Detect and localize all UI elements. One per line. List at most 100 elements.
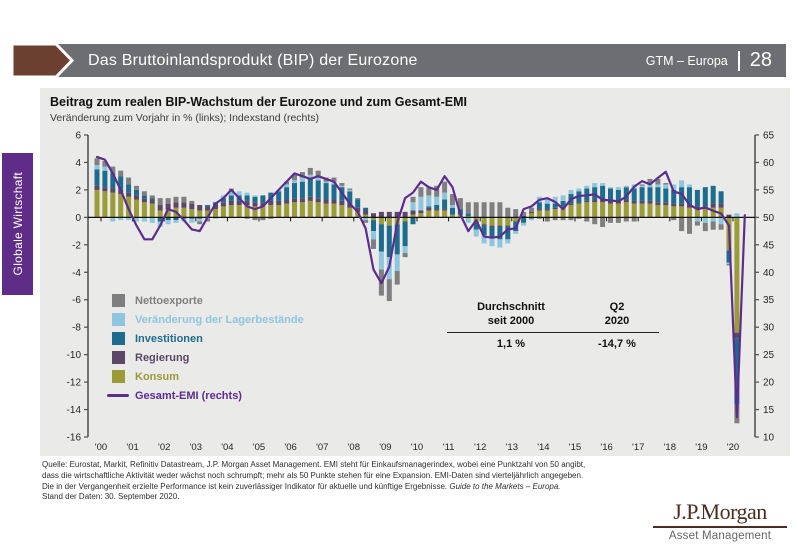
bar-segment (623, 187, 629, 200)
bar-segment (552, 207, 558, 210)
bar-segment (418, 187, 424, 197)
bar-segment (268, 205, 274, 218)
bar-segment (615, 217, 621, 223)
right-axis-tick-label: 45 (763, 240, 775, 251)
bar-segment (220, 198, 226, 203)
bar-segment (213, 217, 218, 219)
bar-segment (339, 185, 345, 188)
bar-segment (694, 221, 700, 226)
bar-segment (205, 210, 211, 218)
bar-segment (276, 191, 282, 201)
bar-segment (94, 189, 100, 218)
bar-segment (260, 202, 266, 207)
bar-segment (355, 198, 361, 200)
bar-segment (426, 207, 432, 211)
bar-segment (236, 205, 242, 218)
page-title: Das Bruttoinlandsprodukt (BIP) der Euroz… (88, 51, 418, 69)
bar-segment (228, 205, 234, 218)
bar-segment (473, 229, 479, 237)
bar-segment (410, 202, 416, 211)
bar-segment (529, 217, 534, 219)
bar-segment (710, 203, 716, 208)
bar-segment (481, 202, 487, 218)
konsum-swatch-icon (112, 370, 125, 383)
header-bar: Das Bruttoinlandsprodukt (BIP) der Euroz… (30, 44, 786, 77)
bar-segment (118, 194, 124, 218)
bar-segment (734, 338, 740, 405)
bar-segment (165, 220, 171, 225)
legend-label: Veränderung der Lagerbestände (135, 313, 304, 326)
bar-segment (592, 199, 598, 203)
legend-label: Investitionen (135, 332, 203, 345)
bar-segment (363, 217, 369, 221)
bar-segment (521, 215, 527, 218)
bar-segment (726, 264, 732, 266)
bar-segment (197, 205, 203, 211)
bar-segment (339, 205, 345, 218)
sidebar-item-globale-wirtschaft[interactable]: Globale Wirtschaft (2, 153, 33, 295)
bar-segment (315, 180, 321, 199)
footnote-line: Die in der Vergangenheit erzielte Perfor… (42, 481, 561, 491)
bar-segment (663, 184, 669, 189)
right-axis-tick-label: 25 (763, 350, 775, 361)
left-axis-tick-label: -4 (72, 268, 81, 279)
bar-segment (600, 217, 606, 227)
bar-segment (679, 180, 685, 188)
bar-segment (465, 213, 471, 216)
bar-segment (663, 202, 669, 206)
bar-segment (268, 200, 274, 206)
bar-segment (110, 217, 116, 222)
bar-segment (394, 224, 400, 255)
bar-segment (710, 221, 716, 230)
bar-segment (505, 226, 511, 240)
bar-segment (505, 239, 511, 244)
bar-segment (734, 217, 740, 333)
bar-segment (363, 207, 369, 211)
bar-segment (647, 200, 653, 204)
legend-label: Gesamt-EMI (rechts) (135, 389, 242, 402)
bar-segment (220, 202, 226, 207)
right-axis-tick-label: 10 (763, 433, 775, 444)
footnote-line: Quelle: Eurostat, Markit, Refinitiv Data… (42, 460, 586, 469)
bar-segment (102, 166, 108, 171)
bar-segment (718, 203, 724, 208)
x-axis-tick-label: '10 (411, 442, 423, 453)
bar-segment (371, 231, 376, 240)
left-axis-tick-label: 6 (75, 131, 81, 142)
bar-segment (331, 177, 337, 182)
bar-segment (220, 206, 226, 218)
x-axis-tick-label: '19 (695, 442, 707, 453)
bar-segment (371, 220, 376, 232)
bar-segment (268, 217, 274, 219)
bar-segment (205, 206, 211, 211)
bar-segment (552, 209, 558, 218)
bar-segment (126, 192, 132, 197)
bar-segment (165, 209, 171, 218)
x-axis-tick-label: '08 (348, 442, 360, 453)
bar-segment (386, 211, 392, 218)
bar-segment (189, 203, 195, 210)
bar-segment (529, 213, 534, 218)
bar-segment (292, 180, 297, 184)
bar-segment (252, 206, 258, 218)
right-axis-tick-label: 40 (763, 268, 775, 279)
bar-segment (687, 217, 692, 234)
page-number: 28 (749, 49, 772, 71)
bar-segment (110, 166, 116, 174)
bar-segment (608, 187, 613, 189)
bar-segment (702, 222, 708, 232)
bar-segment (497, 239, 503, 248)
bar-segment (252, 217, 258, 221)
bar-segment (149, 217, 155, 223)
bar-segment (718, 191, 724, 204)
bar-segment (102, 170, 108, 188)
bar-segment (615, 203, 621, 218)
bar-segment (639, 203, 645, 218)
x-axis-tick-label: '02 (158, 442, 170, 453)
stats-table: Durchschnitt seit 2000 Q2 2020 1,1 % -14,7… (447, 301, 659, 350)
bar-segment (410, 196, 416, 203)
bar-segment (355, 207, 361, 212)
bar-segment (623, 217, 629, 222)
gtm-europa-label: GTM – Europa (645, 53, 728, 68)
bar-segment (529, 207, 534, 212)
